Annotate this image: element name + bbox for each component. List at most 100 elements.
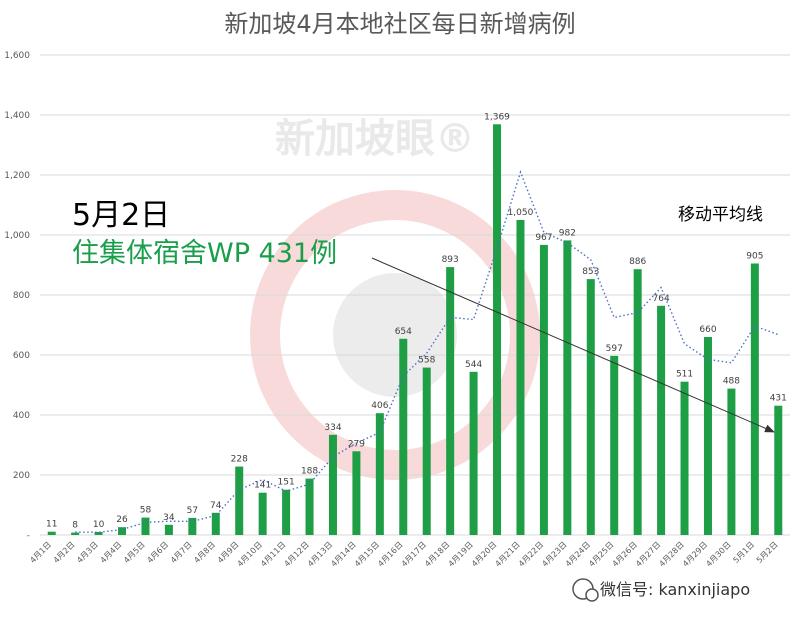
data-label: 853 — [582, 267, 599, 277]
watermark-eye — [333, 273, 457, 397]
x-tick-label: 4月5日 — [122, 540, 147, 565]
watermark-ring — [250, 190, 540, 480]
data-label: 654 — [395, 327, 412, 337]
bar — [422, 367, 431, 535]
data-label: 431 — [770, 394, 787, 404]
chart-title: 新加坡4月本地社区每日新增病例 — [224, 10, 575, 38]
moving-average-line — [75, 169, 779, 534]
y-tick-label: 1,600 — [4, 51, 30, 61]
bar — [563, 240, 572, 535]
bar — [282, 489, 291, 535]
data-label: 8 — [72, 521, 78, 531]
y-tick-label: 800 — [13, 291, 30, 301]
y-tick-label: 600 — [13, 351, 30, 361]
data-label: 660 — [699, 325, 716, 335]
data-label: 967 — [535, 233, 552, 243]
x-tick-label: 4月4日 — [99, 540, 124, 565]
data-label: 334 — [324, 423, 341, 433]
bar — [328, 434, 337, 535]
y-tick-label: 1,400 — [4, 111, 30, 121]
bar — [586, 279, 595, 535]
bar — [305, 478, 314, 535]
bar — [469, 371, 478, 535]
x-tick-label: 4月1日 — [28, 540, 53, 565]
x-tick-label: 4月7日 — [169, 540, 194, 565]
data-label: 74 — [210, 501, 222, 511]
x-tick-label: 4月8日 — [192, 540, 217, 565]
wechat-id: 微信号: kanxinjiapo — [600, 580, 750, 599]
y-axis-ticks: - 200 400 600 800 1,000 1,200 1,400 1,600 — [4, 51, 30, 541]
data-label: 544 — [465, 360, 482, 370]
bar — [703, 337, 712, 535]
data-label: 406 — [371, 401, 388, 411]
bars — [47, 124, 783, 536]
wechat-icon-small — [585, 588, 599, 602]
annotation-date: 5月2日 — [72, 198, 170, 233]
watermark-text: 新加坡眼® — [275, 116, 475, 162]
data-label: 893 — [442, 255, 459, 265]
data-label: 58 — [140, 506, 152, 516]
bar — [680, 381, 689, 535]
bar — [375, 413, 384, 535]
bar — [141, 517, 150, 535]
bar — [516, 220, 525, 535]
data-label: 488 — [723, 377, 740, 387]
data-label: 597 — [606, 344, 623, 354]
y-tick-label: 1,000 — [4, 231, 30, 241]
annotation-arrow — [371, 257, 775, 433]
y-tick-label: - — [27, 531, 30, 541]
bar — [211, 512, 220, 535]
x-tick-label: 4月2日 — [52, 540, 77, 565]
data-labels: 11 8 10 26 58 34 57 74 228 141 151 188 334 279 406 654 5… — [46, 112, 787, 530]
annotation-wp: 住集体宿舍WP 431例 — [72, 238, 337, 269]
watermark: 新加坡眼® — [250, 116, 540, 480]
y-tick-label: 1,200 — [4, 171, 30, 181]
bar — [235, 466, 244, 535]
data-label: 558 — [418, 356, 435, 366]
data-label: 57 — [187, 506, 198, 516]
data-label: 905 — [746, 252, 763, 262]
bar — [727, 388, 736, 535]
moving-average — [75, 169, 779, 534]
bar — [118, 527, 127, 535]
data-label: 982 — [559, 228, 576, 238]
y-tick-label: 200 — [13, 471, 30, 481]
bar — [47, 531, 56, 535]
bar — [94, 532, 103, 535]
bar — [493, 124, 502, 536]
data-label: 34 — [163, 513, 175, 523]
wechat-badge: 微信号: kanxinjiapo — [572, 578, 750, 602]
data-label: 10 — [93, 520, 105, 530]
data-label: 151 — [278, 478, 295, 488]
data-label: 26 — [116, 515, 128, 525]
y-tick-label: 400 — [13, 411, 30, 421]
x-tick-label: 4月30日 — [704, 540, 732, 568]
bar — [71, 532, 80, 535]
x-tick-label: 4月3日 — [75, 540, 100, 565]
bar — [750, 263, 759, 535]
bar — [633, 269, 642, 535]
data-label: 1,050 — [508, 208, 534, 218]
data-label: 141 — [254, 481, 271, 491]
data-label: 11 — [46, 520, 57, 530]
bar — [446, 267, 455, 535]
data-label: 1,369 — [484, 112, 510, 122]
data-label: 188 — [301, 467, 318, 477]
x-tick-label: 4月6日 — [145, 540, 170, 565]
bar — [352, 451, 361, 535]
bar — [657, 305, 666, 535]
moving-average-label: 移动平均线 — [678, 205, 763, 225]
bar — [258, 492, 267, 535]
bar — [399, 338, 408, 535]
bar — [164, 524, 173, 535]
data-label: 228 — [231, 455, 248, 465]
x-tick-label: 5月1日 — [731, 540, 756, 565]
bar — [539, 244, 548, 535]
x-axis-ticks: 4月1日4月2日4月3日4月4日4月5日4月6日4月7日4月8日4月9日4月10… — [28, 540, 779, 568]
data-label: 886 — [629, 257, 646, 267]
data-label: 764 — [653, 294, 670, 304]
bar — [188, 517, 197, 535]
x-tick-label: 5月2日 — [755, 540, 780, 565]
data-label: 279 — [348, 439, 365, 449]
